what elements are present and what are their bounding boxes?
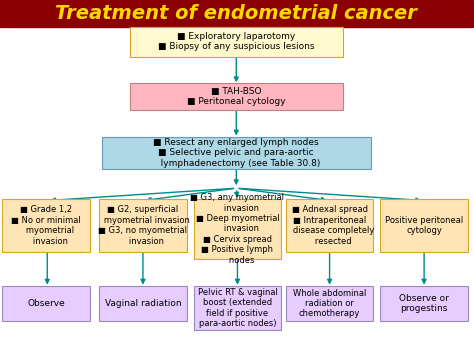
Text: ■ TAH-BSO
■ Peritoneal cytology: ■ TAH-BSO ■ Peritoneal cytology	[187, 87, 285, 106]
FancyBboxPatch shape	[286, 286, 374, 321]
FancyBboxPatch shape	[381, 286, 468, 321]
FancyBboxPatch shape	[0, 0, 473, 27]
Text: ■ Adnexal spread
■ Intraperitoneal
   disease completely
   resected: ■ Adnexal spread ■ Intraperitoneal disea…	[285, 205, 374, 246]
Text: ■ Grade 1,2
■ No or minimal
   myometrial
   invasion: ■ Grade 1,2 ■ No or minimal myometrial i…	[11, 205, 81, 246]
Text: Vaginal radiation: Vaginal radiation	[105, 299, 181, 308]
Text: Whole abdominal
radiation or
chemotherapy: Whole abdominal radiation or chemotherap…	[293, 289, 366, 318]
Text: Observe: Observe	[27, 299, 65, 308]
FancyBboxPatch shape	[101, 137, 371, 169]
Text: Treatment of endometrial cancer: Treatment of endometrial cancer	[55, 4, 417, 23]
Text: Pelvic RT & vaginal
boost (extended
field if positive
para-aortic nodes): Pelvic RT & vaginal boost (extended fiel…	[198, 288, 277, 328]
FancyBboxPatch shape	[381, 199, 468, 252]
FancyBboxPatch shape	[286, 199, 374, 252]
Text: Positive peritoneal
cytology: Positive peritoneal cytology	[385, 216, 463, 235]
Text: Observe or
progestins: Observe or progestins	[399, 294, 449, 313]
FancyBboxPatch shape	[2, 199, 90, 252]
Text: ■ G3, any myometrial
   invasion
■ Deep myometrial
   invasion
■ Cervix spread
■: ■ G3, any myometrial invasion ■ Deep myo…	[191, 193, 284, 265]
FancyBboxPatch shape	[194, 199, 281, 259]
Text: ■ Exploratory laparotomy
■ Biopsy of any suspicious lesions: ■ Exploratory laparotomy ■ Biopsy of any…	[158, 32, 315, 51]
FancyBboxPatch shape	[130, 27, 343, 57]
Text: ■ Resect any enlarged lymph nodes
■ Selective pelvic and para-aortic
   lymphade: ■ Resect any enlarged lymph nodes ■ Sele…	[152, 138, 320, 168]
Text: ■ G2, superficial
   myometrial invasion
■ G3, no myometrial
   invasion: ■ G2, superficial myometrial invasion ■ …	[96, 205, 190, 246]
FancyBboxPatch shape	[99, 286, 187, 321]
FancyBboxPatch shape	[99, 199, 187, 252]
FancyBboxPatch shape	[130, 83, 343, 110]
FancyBboxPatch shape	[194, 286, 281, 330]
FancyBboxPatch shape	[2, 286, 90, 321]
